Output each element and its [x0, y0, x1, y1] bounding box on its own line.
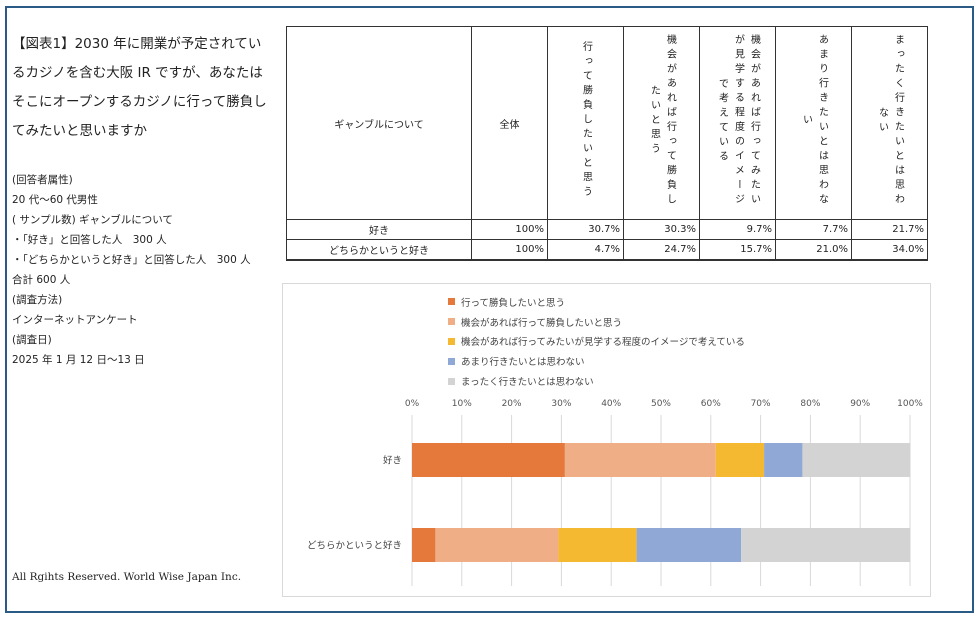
row-value: 30.3%: [623, 219, 700, 240]
legend-swatch: [448, 377, 455, 385]
table-header-row: ギャンブルについて 全体 行って勝負したいと思う 機会があれば行って勝負したいと…: [286, 26, 928, 220]
question-text: 【図表1】2030 年に開業が予定されているカジノを含む大阪 IR ですが、あな…: [12, 36, 267, 139]
legend-swatch: [448, 357, 455, 365]
table-row: どちらかというと好き 100% 4.7% 24.7% 15.7% 21.0% 3…: [286, 239, 928, 261]
meta-line: ・「好き」と回答した人 300 人: [12, 234, 167, 246]
legend-item: 機会があれば行って勝負したいと思う: [448, 312, 745, 332]
bar-segment: [764, 443, 803, 477]
meta-line: ・「どちらかというと好き」と回答した人 300 人: [12, 254, 251, 266]
x-tick-label: 90%: [850, 399, 870, 409]
meta-line: インターネットアンケート: [12, 314, 138, 326]
legend-label: 機会があれば行って勝負したいと思う: [461, 317, 623, 329]
chart-container: 行って勝負したいと思う機会があれば行って勝負したいと思う機会があれば行ってみたい…: [282, 283, 931, 597]
row-label: どちらかというと好き: [286, 239, 472, 261]
row-value: 7.7%: [775, 219, 852, 240]
x-tick-label: 30%: [551, 399, 571, 409]
bar-segment: [412, 443, 565, 477]
meta-line: 合計 600 人: [12, 274, 71, 286]
row-value: 4.7%: [547, 239, 624, 261]
category-label: 好き: [383, 455, 402, 467]
table-header-option: まったく行きたいとは思わない: [851, 26, 928, 220]
meta-line: (調査日): [12, 334, 52, 346]
row-value: 30.7%: [547, 219, 624, 240]
legend-swatch: [448, 298, 455, 306]
x-tick-label: 40%: [601, 399, 621, 409]
meta-line: (回答者属性): [12, 174, 73, 186]
copyright-text: All Rgihts Reserved. World Wise Japan In…: [12, 571, 242, 583]
row-value: 24.7%: [623, 239, 700, 261]
x-tick-label: 0%: [405, 399, 420, 409]
legend-item: あまり行きたいとは思わない: [448, 351, 745, 371]
meta-line: (調査方法): [12, 294, 63, 306]
row-value: 34.0%: [851, 239, 928, 261]
legend-item: 機会があれば行ってみたいが見学する程度のイメージで考えている: [448, 332, 745, 352]
table-header-total: 全体: [471, 26, 548, 220]
table-header-option: 機会があれば行ってみたいが見学する程度のイメージで考えている: [699, 26, 776, 220]
table-header-option-text: あまり行きたいとは思わない: [800, 34, 828, 208]
row-value: 21.7%: [851, 219, 928, 240]
row-total: 100%: [471, 219, 548, 240]
bar-segment: [412, 528, 436, 562]
table-header-option: 行って勝負したいと思う: [547, 26, 624, 220]
bar-segment: [636, 528, 742, 562]
results-table: ギャンブルについて 全体 行って勝負したいと思う 機会があれば行って勝負したいと…: [286, 26, 928, 261]
legend-label: 行って勝負したいと思う: [461, 297, 566, 309]
legend-item: まったく行きたいとは思わない: [448, 371, 745, 391]
table-header-option-text: 機会があれば行ってみたいが見学する程度のイメージで考えている: [716, 34, 760, 208]
table-header-option-text: 機会があれば行って勝負したいと思う: [648, 34, 676, 208]
table-header-option: 機会があれば行って勝負したいと思う: [623, 26, 700, 220]
row-value: 21.0%: [775, 239, 852, 261]
x-tick-label: 50%: [651, 399, 671, 409]
x-tick-label: 20%: [502, 399, 522, 409]
bar-segment: [435, 528, 559, 562]
table-header-label: ギャンブルについて: [286, 26, 472, 220]
x-tick-label: 10%: [452, 399, 472, 409]
legend-label: まったく行きたいとは思わない: [461, 377, 594, 389]
bar-segment: [564, 443, 716, 477]
chart-legend: 行って勝負したいと思う機会があれば行って勝負したいと思う機会があれば行ってみたい…: [448, 292, 745, 391]
stacked-bar-chart: 0% 10% 20% 30% 40% 50% 60% 70% 80% 90% 100% 好きどちらかと…: [307, 399, 923, 586]
legend-swatch: [448, 318, 455, 326]
meta-line: ( サンプル数) ギャンブルについて: [12, 214, 173, 226]
row-total: 100%: [471, 239, 548, 261]
row-value: 9.7%: [699, 219, 776, 240]
x-tick-label: 100%: [897, 399, 923, 409]
meta-line: 20 代〜60 代男性: [12, 194, 98, 206]
x-tick-label: 60%: [701, 399, 721, 409]
bar-segment: [741, 528, 911, 562]
row-value: 15.7%: [699, 239, 776, 261]
legend-swatch: [448, 337, 455, 345]
legend-label: 機会があれば行ってみたいが見学する程度のイメージで考えている: [461, 337, 745, 349]
legend-label: あまり行きたいとは思わない: [461, 357, 585, 369]
respondent-info: (回答者属性) 20 代〜60 代男性 ( サンプル数) ギャンブルについて ・…: [12, 170, 274, 370]
meta-line: 2025 年 1 月 12 日〜13 日: [12, 354, 145, 366]
table-header-option-text: まったく行きたいとは思わない: [876, 34, 904, 208]
bar-segment: [802, 443, 911, 477]
table-row: 好き 100% 30.7% 30.3% 9.7% 7.7% 21.7%: [286, 219, 928, 240]
table-header-option: あまり行きたいとは思わない: [775, 26, 852, 220]
x-tick-label: 70%: [751, 399, 771, 409]
x-tick-label: 80%: [800, 399, 820, 409]
bar-segment: [558, 528, 637, 562]
legend-item: 行って勝負したいと思う: [448, 292, 745, 312]
bar-segment: [715, 443, 765, 477]
table-header-option-text: 行って勝負したいと思う: [580, 41, 592, 201]
category-label: どちらかというと好き: [307, 540, 402, 552]
row-label: 好き: [286, 219, 472, 240]
